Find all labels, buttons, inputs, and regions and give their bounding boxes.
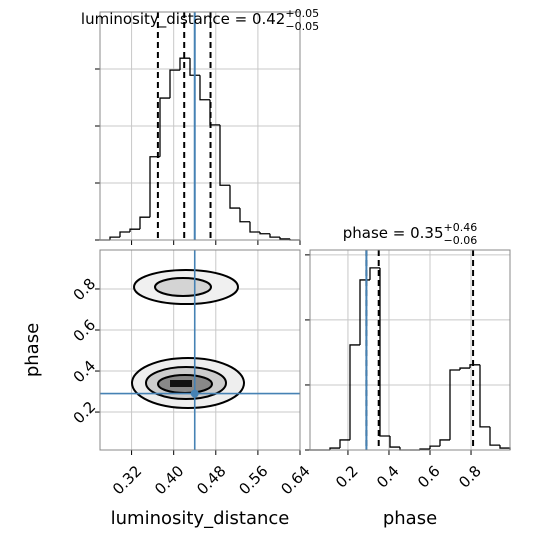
histogram-step xyxy=(329,447,340,450)
x-tick-label: 0.8 xyxy=(455,462,485,492)
y-tick-label: 0.8 xyxy=(70,275,100,305)
x-tick-label: 0.32 xyxy=(109,462,145,498)
panel-title: luminosity_distance = 0.42+0.05 −0.05 xyxy=(81,7,319,33)
histogram-step xyxy=(389,436,400,448)
x-tick-label: 0.40 xyxy=(151,462,187,498)
y-tick-label: 0.4 xyxy=(70,357,100,387)
histogram-step xyxy=(359,279,370,345)
x-tick-label: 0.56 xyxy=(235,462,271,498)
histogram-step xyxy=(379,267,390,437)
title-main: phase = 0.35 xyxy=(343,224,444,242)
axes-frame xyxy=(99,11,301,241)
density-peak xyxy=(170,380,192,387)
histogram-step xyxy=(369,267,380,280)
title-sub: −0.06 xyxy=(444,234,478,247)
histogram-step xyxy=(479,364,490,428)
histogram-step xyxy=(339,439,350,449)
histogram-step xyxy=(189,58,200,76)
title-sup: +0.05 xyxy=(285,7,319,20)
density-contours xyxy=(131,269,245,409)
axes-frame xyxy=(309,249,511,451)
histogram-step xyxy=(439,439,450,447)
histogram-step xyxy=(169,69,180,99)
histogram-step xyxy=(179,57,190,71)
x-tick-label: 0.64 xyxy=(277,462,313,498)
histogram-step xyxy=(119,231,130,238)
x-axis-label: phase xyxy=(383,508,437,529)
title-main: luminosity_distance = 0.42 xyxy=(81,10,285,29)
y-axis-label: phase xyxy=(22,323,43,377)
panel-title: phase = 0.35+0.46 −0.06 xyxy=(343,221,478,247)
y-tick-label: 0.6 xyxy=(70,316,100,346)
x-axis-label: luminosity_distance xyxy=(111,508,290,529)
histogram-step xyxy=(199,75,210,101)
y-tick-label: 0.2 xyxy=(70,398,100,428)
title-sup: +0.46 xyxy=(444,221,478,234)
histogram-step xyxy=(259,232,270,235)
histogram-step xyxy=(219,124,230,186)
histogram-step xyxy=(239,208,250,223)
histogram-step xyxy=(129,228,140,233)
histogram-step xyxy=(349,344,360,440)
x-tick-label: 0.4 xyxy=(373,462,403,492)
x-tick-label: 0.2 xyxy=(332,462,362,492)
x-tick-label: 0.48 xyxy=(193,462,229,498)
axes-frame xyxy=(99,249,301,451)
x-tick-label: 0.6 xyxy=(414,462,444,492)
title-sub: −0.05 xyxy=(285,20,319,33)
histogram-step xyxy=(429,445,440,450)
histogram-step xyxy=(499,445,511,450)
histogram-step xyxy=(279,237,290,240)
contour xyxy=(154,277,212,297)
histogram-step xyxy=(229,185,240,209)
histogram-step xyxy=(459,367,470,370)
histogram-step xyxy=(109,236,120,240)
histogram-step xyxy=(449,369,460,440)
histogram-step xyxy=(159,97,170,157)
histogram-step xyxy=(469,364,480,369)
histogram-step xyxy=(249,221,260,233)
histogram-step xyxy=(139,216,150,230)
truth-point xyxy=(190,389,199,398)
histogram-step xyxy=(269,233,280,238)
histogram-step xyxy=(489,426,500,446)
histogram-step xyxy=(149,156,160,218)
